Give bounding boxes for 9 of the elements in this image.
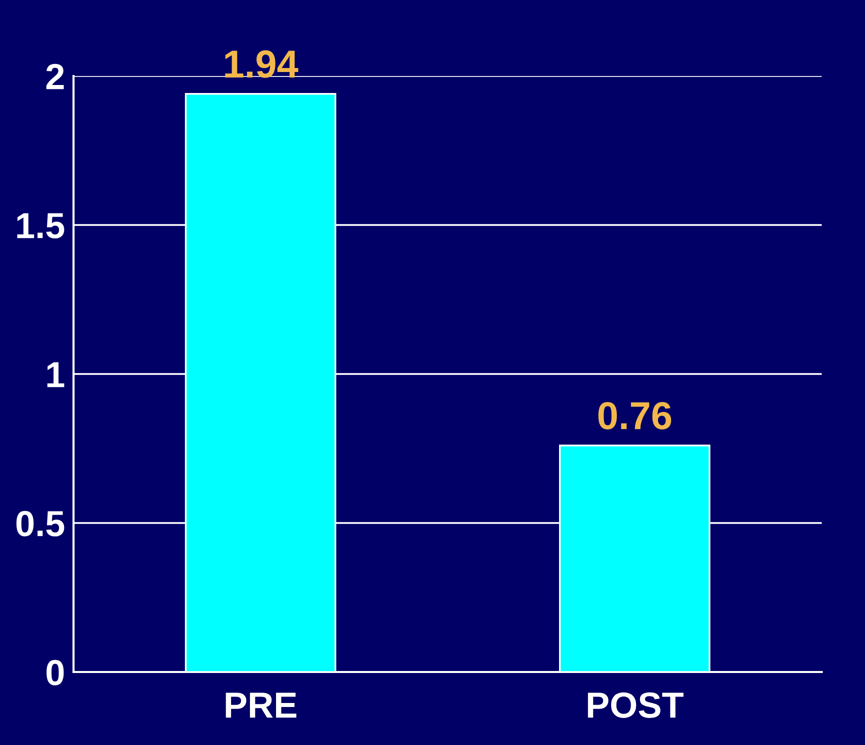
y-tick-label: 0.5 [16,510,64,536]
x-tick-label: POST [588,692,684,718]
x-tick-label: PRE [226,692,296,718]
y-tick-label: 0 [46,660,64,686]
data-label: 1.94 [225,50,298,78]
data-label: 0.76 [598,402,672,430]
y-tick-label: 1 [47,362,64,388]
y-tick-label: 2 [46,64,64,90]
y-tick-label: 1.5 [17,213,64,238]
